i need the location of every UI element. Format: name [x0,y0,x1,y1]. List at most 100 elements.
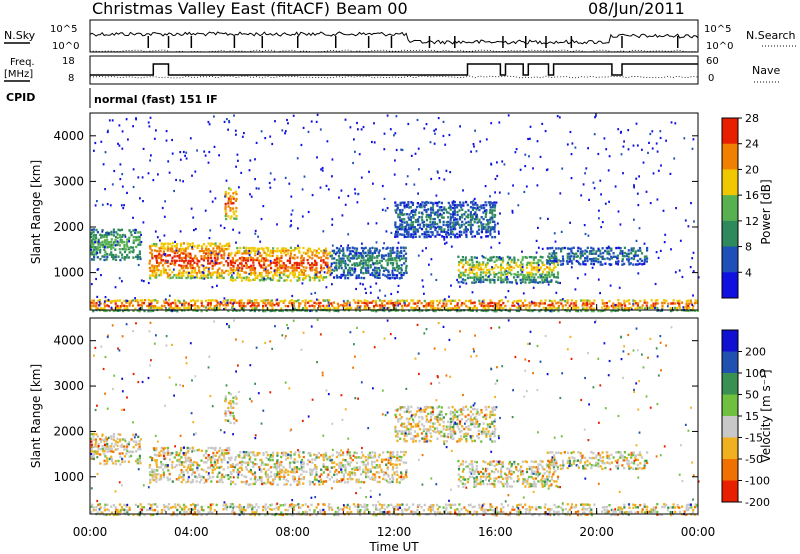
power-cell [330,265,333,268]
power-cell [479,271,482,274]
power-cell [149,299,153,303]
power-cell [463,231,466,234]
power-cell [493,209,496,212]
power-cell [561,298,564,301]
power-cell [471,201,474,204]
velocity-cell [155,477,158,481]
power-cell [491,220,494,223]
velocity-cell [155,461,158,464]
velocity-cell [249,483,252,486]
power-cell [549,247,552,250]
velocity-cell [493,485,496,488]
power-cell [384,274,387,277]
power-cell [120,301,124,305]
power-cell [497,278,500,282]
power-cell [655,251,658,254]
power-cell [625,307,628,310]
velocity-cell [504,472,507,475]
power-cell [226,118,228,121]
power-cell [386,263,389,267]
power-cell [283,279,286,282]
power-cell [416,118,419,122]
velocity-cell [398,455,401,459]
power-cell [502,306,505,310]
power-cell [485,223,488,226]
power-cell [506,266,509,270]
power-cell [476,203,479,207]
power-cell [166,260,169,263]
velocity-cell [387,481,390,484]
power-cell [155,259,158,262]
power-cell [94,239,97,242]
power-cell [449,213,452,216]
velocity-cell [189,466,192,469]
velocity-cell [162,473,166,476]
power-cell [378,276,381,279]
power-cell [458,309,461,313]
velocity-cell [325,454,328,457]
velocity-cell [367,453,370,457]
velocity-cell [136,443,139,446]
power-cell [371,261,375,265]
velocity-cell [473,472,476,475]
power-cell [601,221,604,224]
power-cell [465,227,468,231]
power-cell [675,207,677,210]
power-cell [392,262,395,265]
power-cell [467,300,470,303]
power-cell [693,220,695,223]
power-cell [92,248,96,251]
velocity-cell [497,470,500,473]
power-cell [477,232,480,235]
power-cell [447,228,450,231]
power-cell [254,276,257,279]
velocity-cell [90,440,93,443]
power-cell [405,230,408,233]
velocity-cell [358,468,361,471]
power-cell [590,258,593,261]
power-cell [634,250,637,253]
power-cell [445,224,448,227]
power-cell [175,276,178,279]
power-cell [176,243,179,246]
power-cell [452,227,455,231]
power-cell [159,271,162,275]
power-cell [164,268,167,272]
power-cell [328,251,331,254]
power-cell [561,247,564,250]
power-cell [574,307,577,310]
power-cell [632,263,635,266]
velocity-cell [103,452,106,456]
power-cell [398,254,401,257]
power-cell [435,299,439,303]
power-cell [352,161,354,165]
power-cell [389,257,392,260]
power-cell [541,273,544,276]
power-cell [654,304,657,307]
power-cell [526,273,529,277]
power-cell [251,304,254,307]
power-cell [511,211,514,214]
power-cell [429,306,432,309]
velocity-cell [280,460,283,464]
power-cell [452,216,455,219]
power-cell [367,251,370,255]
power-cell [556,261,559,264]
power-cell [524,256,527,259]
power-cell [232,272,235,275]
power-cell [216,254,219,258]
velocity-cell [380,460,384,464]
power-cell [119,238,122,241]
power-cell [480,309,483,312]
velocity-cell [121,445,124,448]
power-cell [278,279,281,282]
power-cell [155,242,158,246]
power-cell [666,305,669,308]
power-cell [548,263,552,266]
power-cell [582,183,585,186]
power-cell [553,232,556,235]
velocity-cell [405,475,408,479]
power-cell [547,271,551,274]
velocity-cell [218,456,221,459]
power-cell [553,309,556,312]
